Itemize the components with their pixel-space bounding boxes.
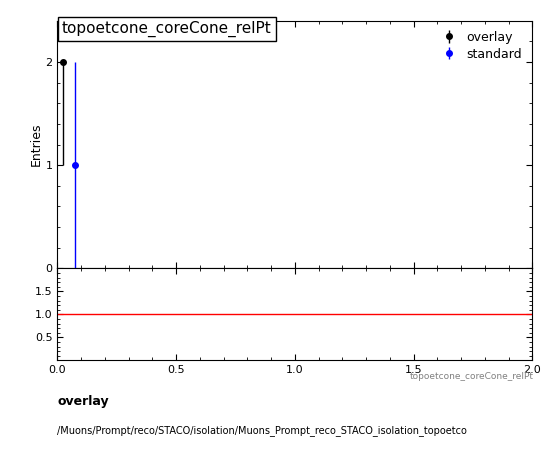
Y-axis label: Entries: Entries [29, 123, 43, 166]
Legend: overlay, standard: overlay, standard [433, 27, 526, 64]
Text: topoetcone_coreCone_relPt: topoetcone_coreCone_relPt [62, 21, 272, 37]
Text: overlay: overlay [57, 395, 109, 408]
Text: topoetcone_coreCone_relPt: topoetcone_coreCone_relPt [410, 372, 533, 381]
Text: /Muons/Prompt/reco/STACO/isolation/Muons_Prompt_reco_STACO_isolation_topoetco: /Muons/Prompt/reco/STACO/isolation/Muons… [57, 425, 467, 436]
